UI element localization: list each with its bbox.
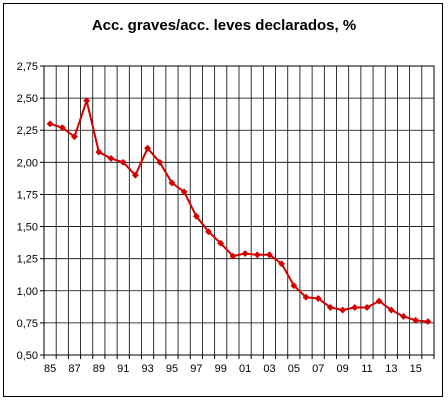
data-point: [314, 294, 322, 303]
x-tick-label: 13: [385, 363, 397, 375]
plot-border: [43, 65, 435, 356]
data-point: [278, 260, 286, 268]
data-point: [204, 228, 213, 236]
y-tick-label: 2,50: [17, 93, 38, 105]
data-point: [253, 251, 261, 259]
y-tick-label: 0,50: [17, 350, 38, 362]
plot-area: 0,50 0,75 1,00 1,25 1,50 1,75 2,00 2,25 2,50 2,75…: [17, 61, 435, 375]
data-point: [326, 303, 334, 312]
x-tick-label: 95: [166, 363, 178, 375]
data-point: [131, 171, 139, 179]
data-point: [217, 239, 225, 247]
data-point: [180, 188, 188, 196]
data-point: [95, 148, 103, 156]
x-tick-label: 85: [44, 363, 56, 375]
data-point: [302, 293, 310, 301]
x-tick-label: 91: [117, 363, 129, 375]
x-tick-label: 01: [239, 363, 251, 375]
data-point: [424, 318, 432, 326]
data-point: [168, 179, 176, 187]
data-point: [241, 249, 249, 258]
chart-title: Acc. graves/acc. leves declarados, %: [92, 17, 356, 34]
data-point: [290, 282, 298, 290]
data-point: [119, 158, 127, 166]
data-point: [387, 306, 395, 314]
data-point: [229, 252, 237, 260]
y-tick-label: 1,50: [17, 222, 38, 234]
data-point: [399, 312, 408, 321]
data-point: [412, 316, 420, 324]
data-point: [83, 97, 91, 105]
data-point: [339, 306, 347, 314]
data-point: [46, 120, 54, 128]
y-tick-label: 2,00: [17, 157, 38, 169]
x-tick-label: 11: [361, 363, 372, 375]
x-tick-label: 99: [215, 363, 227, 375]
x-tick-label: 03: [263, 363, 275, 375]
x-tick-label: 97: [190, 363, 202, 375]
x-tick-label: 09: [336, 363, 348, 375]
y-tick-label: 2,75: [17, 61, 38, 73]
y-tick-label: 1,75: [17, 189, 38, 201]
data-point: [265, 251, 274, 259]
y-tick-label: 1,00: [17, 286, 38, 298]
data-point: [107, 154, 115, 163]
data-point: [192, 212, 200, 220]
data-point: [144, 144, 152, 152]
data-point: [58, 124, 66, 132]
x-tick-label: 07: [312, 363, 324, 375]
x-tick-label: 15: [410, 363, 422, 375]
x-tick-label: 89: [93, 363, 105, 375]
data-point: [156, 158, 164, 166]
x-tick-label: 05: [288, 363, 300, 375]
y-tick-label: 2,25: [17, 125, 38, 137]
x-tick-label: 93: [141, 363, 153, 375]
y-tick-label: 0,75: [17, 318, 38, 330]
data-point: [351, 303, 359, 312]
data-point: [70, 133, 79, 141]
data-point: [375, 297, 383, 305]
x-tick-label: 87: [68, 363, 80, 375]
y-tick-label: 1,25: [17, 254, 38, 266]
data-point: [363, 303, 371, 312]
